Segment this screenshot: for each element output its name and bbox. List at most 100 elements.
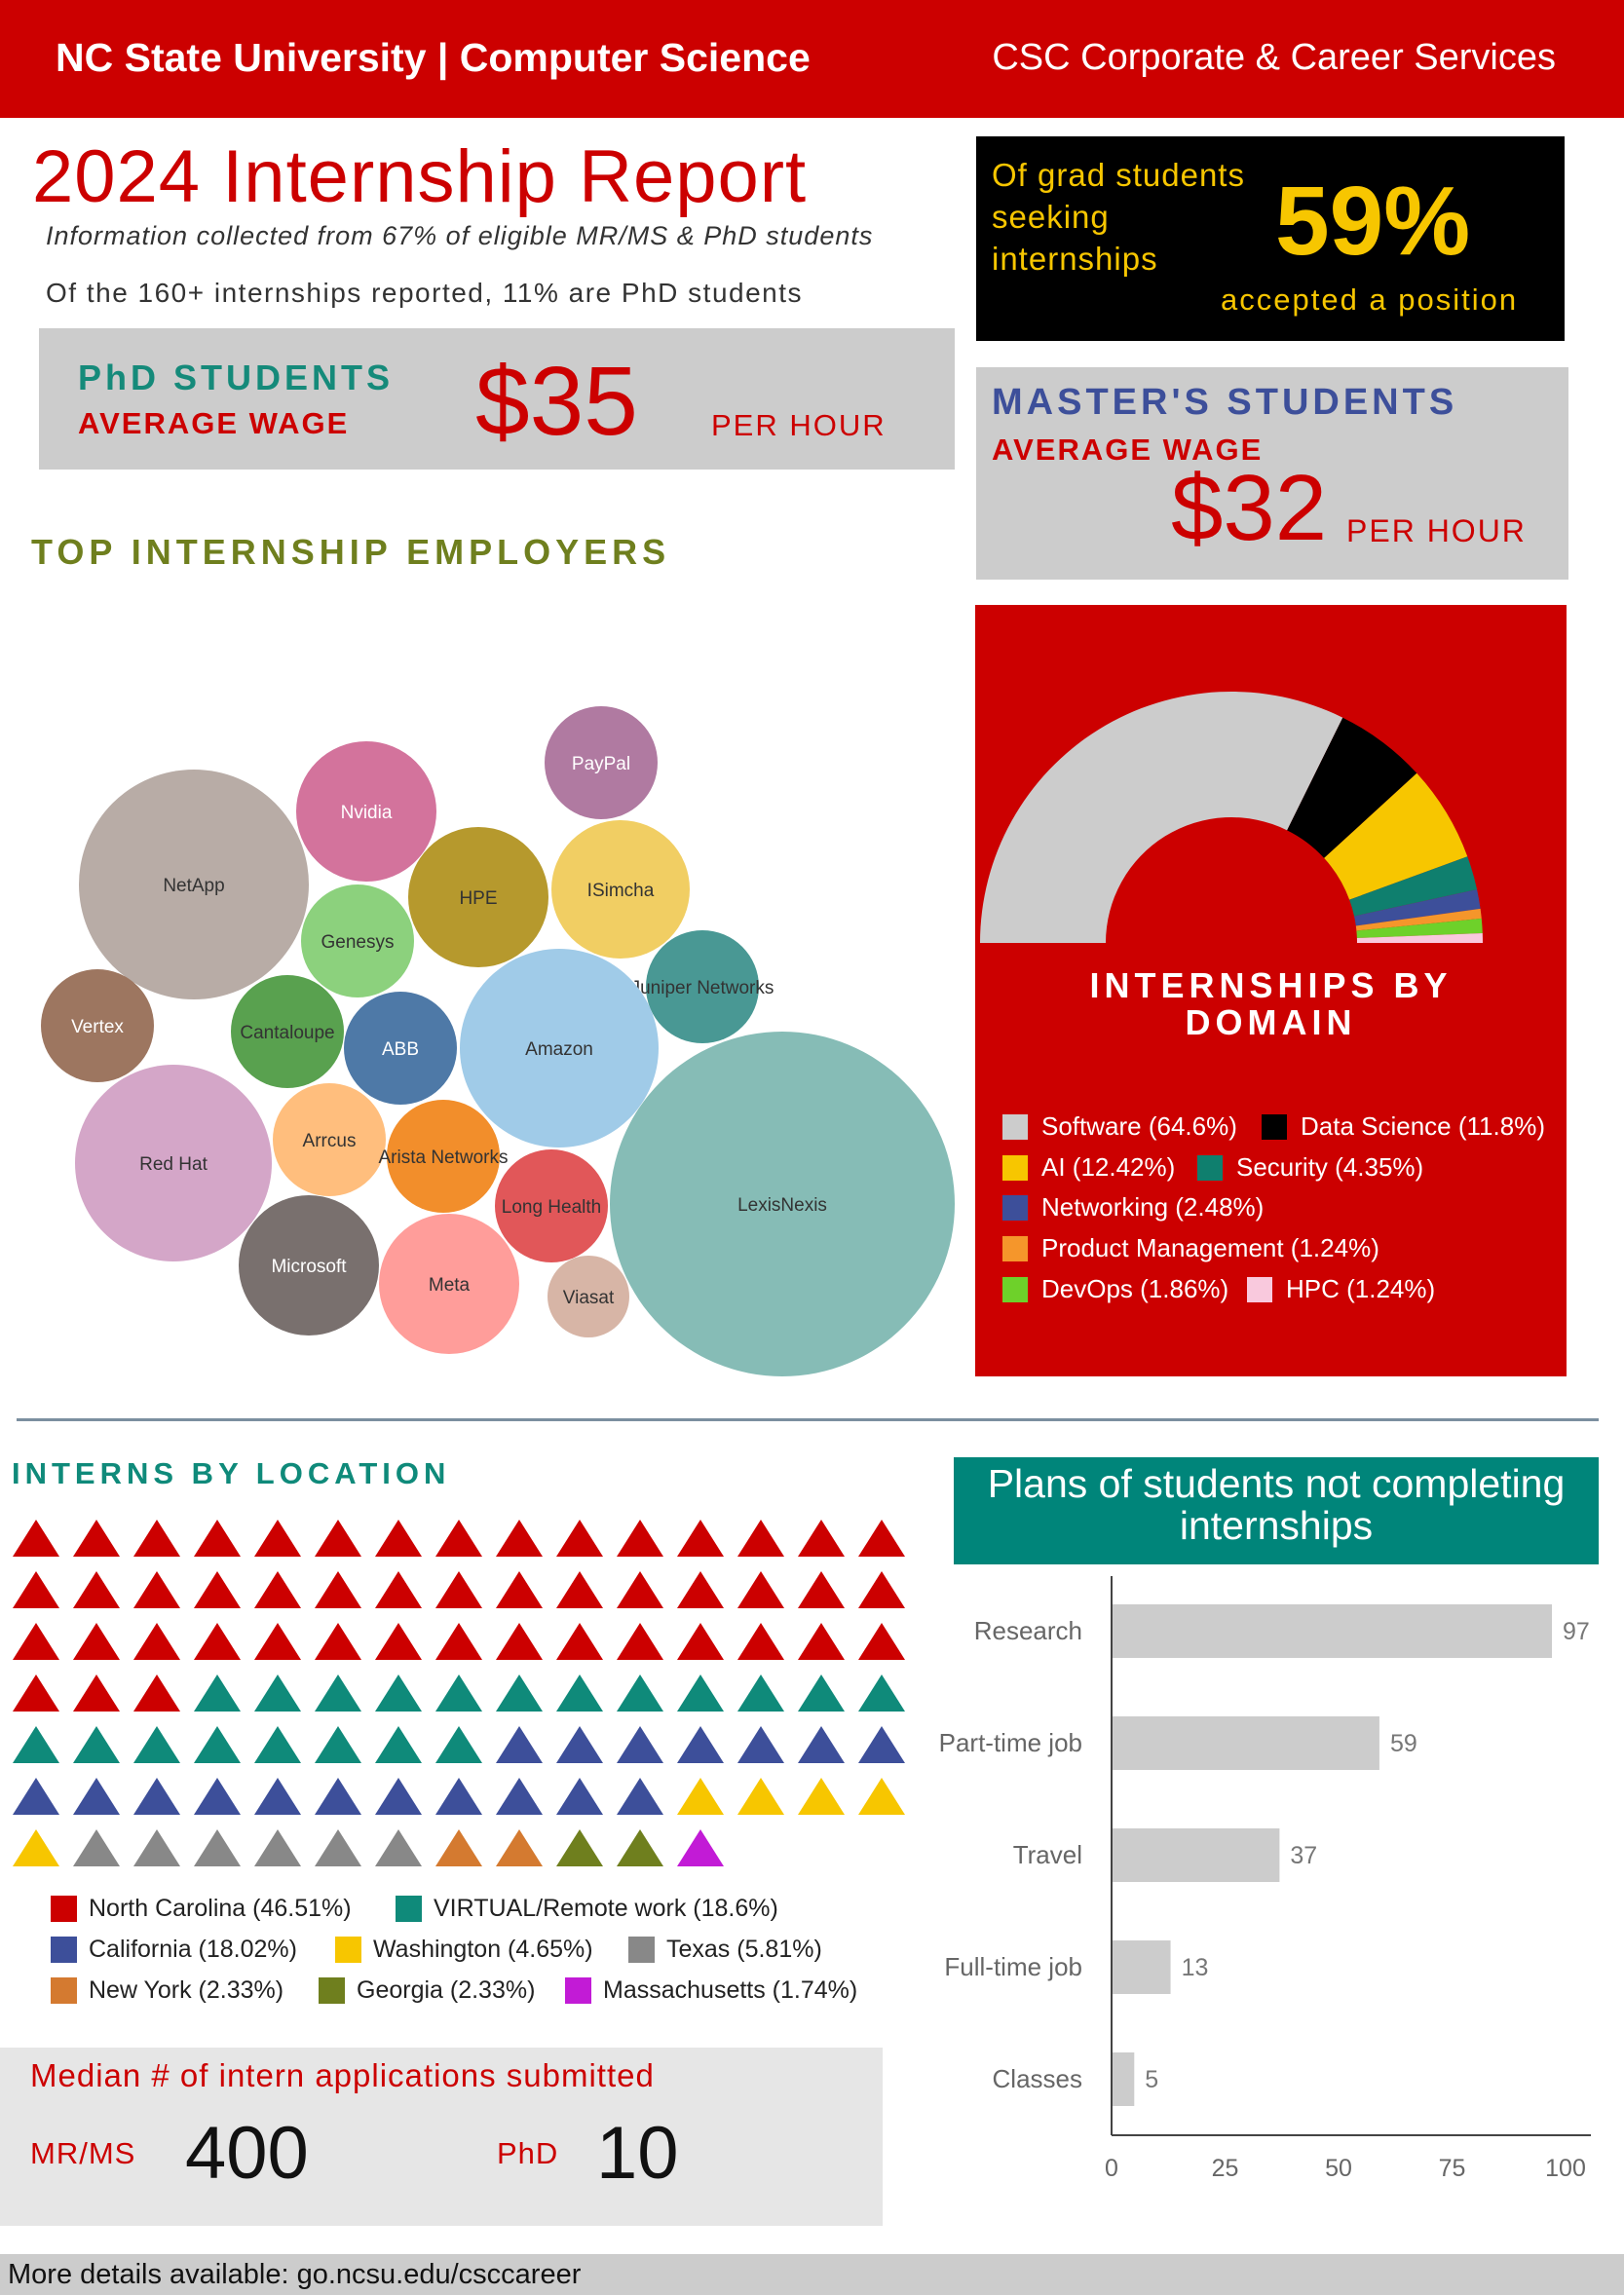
domain-legend-label: Security (4.35%) (1236, 1152, 1424, 1182)
plans-bar-part-time-job (1113, 1716, 1379, 1770)
domain-slice-software (980, 692, 1343, 943)
location-triangle (375, 1726, 422, 1763)
location-legend-label: Washington (4.65%) (373, 1936, 593, 1963)
employer-bubble-circle (408, 827, 548, 967)
location-triangle (617, 1520, 663, 1557)
location-triangle (73, 1726, 120, 1763)
employer-bubble-label: Viasat (563, 1288, 615, 1308)
plans-chart-title: Plans of students not completing interns… (987, 1461, 1566, 1548)
location-triangle (315, 1829, 361, 1866)
location-triangle (194, 1726, 241, 1763)
employer-bubble-isimcha: ISimcha (551, 820, 690, 959)
domain-slice-data-science (1287, 717, 1417, 858)
employer-bubble-label: Meta (429, 1275, 471, 1296)
employer-bubble-red-hat: Red Hat (75, 1065, 272, 1261)
employer-bubble-label: Cantaloupe (240, 1023, 334, 1043)
location-triangle (737, 1778, 784, 1815)
location-triangle (737, 1726, 784, 1763)
location-triangle (73, 1520, 120, 1557)
employer-bubble-label: Long Health (502, 1197, 601, 1218)
employer-bubble-label: Juniper Networks (631, 978, 774, 998)
employer-bubble-netapp: NetApp (79, 770, 309, 999)
location-triangle (496, 1520, 543, 1557)
location-triangle (13, 1778, 59, 1815)
legend-swatch (1197, 1154, 1223, 1181)
employer-bubble-circle (301, 884, 414, 997)
location-triangle (677, 1726, 724, 1763)
employer-bubble-circle (551, 820, 690, 959)
phd-wage-label: PhD STUDENTS (78, 357, 395, 397)
phd-wage-unit: PER HOUR (711, 408, 887, 442)
employer-bubble-label: Genesys (321, 932, 395, 953)
location-triangle (13, 1623, 59, 1660)
median-ms-value: 400 (185, 2112, 309, 2195)
plans-x-tick-label: 100 (1545, 2155, 1586, 2182)
location-triangle (556, 1571, 603, 1608)
ms-wage-card: MASTER'S STUDENTS AVERAGE WAGE $32 PER H… (976, 367, 1568, 580)
plans-bar-chart: Research 97 Part-time job 59 Travel 37 Full-ti… (939, 1576, 1591, 2182)
location-triangle (617, 1623, 663, 1660)
legend-swatch (1002, 1235, 1028, 1261)
domain-legend-item-ai: AI (12.42%) (1002, 1152, 1175, 1183)
footer-link-text[interactable]: More details available: go.ncsu.edu/cscc… (8, 2259, 582, 2290)
legend-swatch (1002, 1194, 1028, 1221)
employer-bubble-circle (41, 969, 154, 1082)
location-triangle (798, 1623, 845, 1660)
location-triangle (133, 1778, 180, 1815)
domain-slice-security (1349, 856, 1478, 917)
plans-category-label: Classes (993, 2064, 1082, 2093)
location-triangle (496, 1674, 543, 1712)
header-bar: NC State University | Computer Science C… (0, 0, 1624, 118)
location-triangle (435, 1778, 482, 1815)
domain-legend-item-product-management: Product Management (1.24%) (1002, 1233, 1379, 1263)
plans-bar-full-time-job (1113, 1940, 1171, 1994)
section-divider (17, 1418, 1599, 1421)
employer-bubble-amazon: Amazon (460, 949, 659, 1148)
location-triangle (737, 1623, 784, 1660)
domain-legend-label: AI (12.42%) (1041, 1152, 1176, 1182)
employer-bubble-circle (75, 1065, 272, 1261)
location-triangle (375, 1571, 422, 1608)
location-triangle (556, 1674, 603, 1712)
location-triangle (375, 1829, 422, 1866)
location-triangle (254, 1829, 301, 1866)
employer-bubble-label: Vertex (71, 1017, 124, 1037)
ms-wage-value: $32 (1171, 456, 1328, 560)
locations-title: INTERNS BY LOCATION (12, 1456, 451, 1490)
location-triangle (677, 1520, 724, 1557)
legend-swatch (396, 1896, 422, 1922)
median-applications-card: Median # of intern applications submitte… (0, 2048, 883, 2226)
location-triangle (194, 1520, 241, 1557)
location-triangle (858, 1778, 905, 1815)
domain-title: INTERNSHIPS BY DOMAIN (975, 967, 1567, 1041)
location-triangle (556, 1829, 603, 1866)
location-triangle (677, 1674, 724, 1712)
domain-slice-devops (1356, 918, 1483, 938)
median-ms-label: MR/MS (30, 2136, 136, 2170)
location-triangle (375, 1520, 422, 1557)
location-legend-item-texas: Texas (5.81%) (628, 1936, 822, 1964)
employer-bubble-arrcus: Arrcus (273, 1083, 386, 1196)
location-triangle (315, 1778, 361, 1815)
location-triangle (375, 1623, 422, 1660)
employer-bubble-hpe: HPE (408, 827, 548, 967)
domain-legend-label: HPC (1.24%) (1286, 1274, 1436, 1303)
legend-swatch (335, 1937, 361, 1963)
legend-swatch (628, 1937, 655, 1963)
location-triangle (13, 1726, 59, 1763)
page-title: 2024 Internship Report (32, 135, 808, 218)
employer-bubble-microsoft: Microsoft (239, 1195, 379, 1336)
location-triangle (13, 1571, 59, 1608)
summary-text: Of the 160+ internships reported, 11% ar… (46, 278, 804, 308)
domain-legend-item-devops: DevOps (1.86%) (1002, 1274, 1228, 1304)
employer-bubble-juniper-networks: Juniper Networks (631, 930, 774, 1043)
location-triangle (254, 1674, 301, 1712)
location-triangle (435, 1520, 482, 1557)
location-triangle (677, 1571, 724, 1608)
legend-swatch (51, 1977, 77, 2004)
legend-swatch (1002, 1276, 1028, 1302)
legend-swatch (319, 1977, 345, 2004)
employer-bubble-circle (646, 930, 759, 1043)
location-legend-label: VIRTUAL/Remote work (18.6%) (434, 1895, 778, 1922)
domain-legend-item-networking: Networking (2.48%) (1002, 1192, 1264, 1223)
